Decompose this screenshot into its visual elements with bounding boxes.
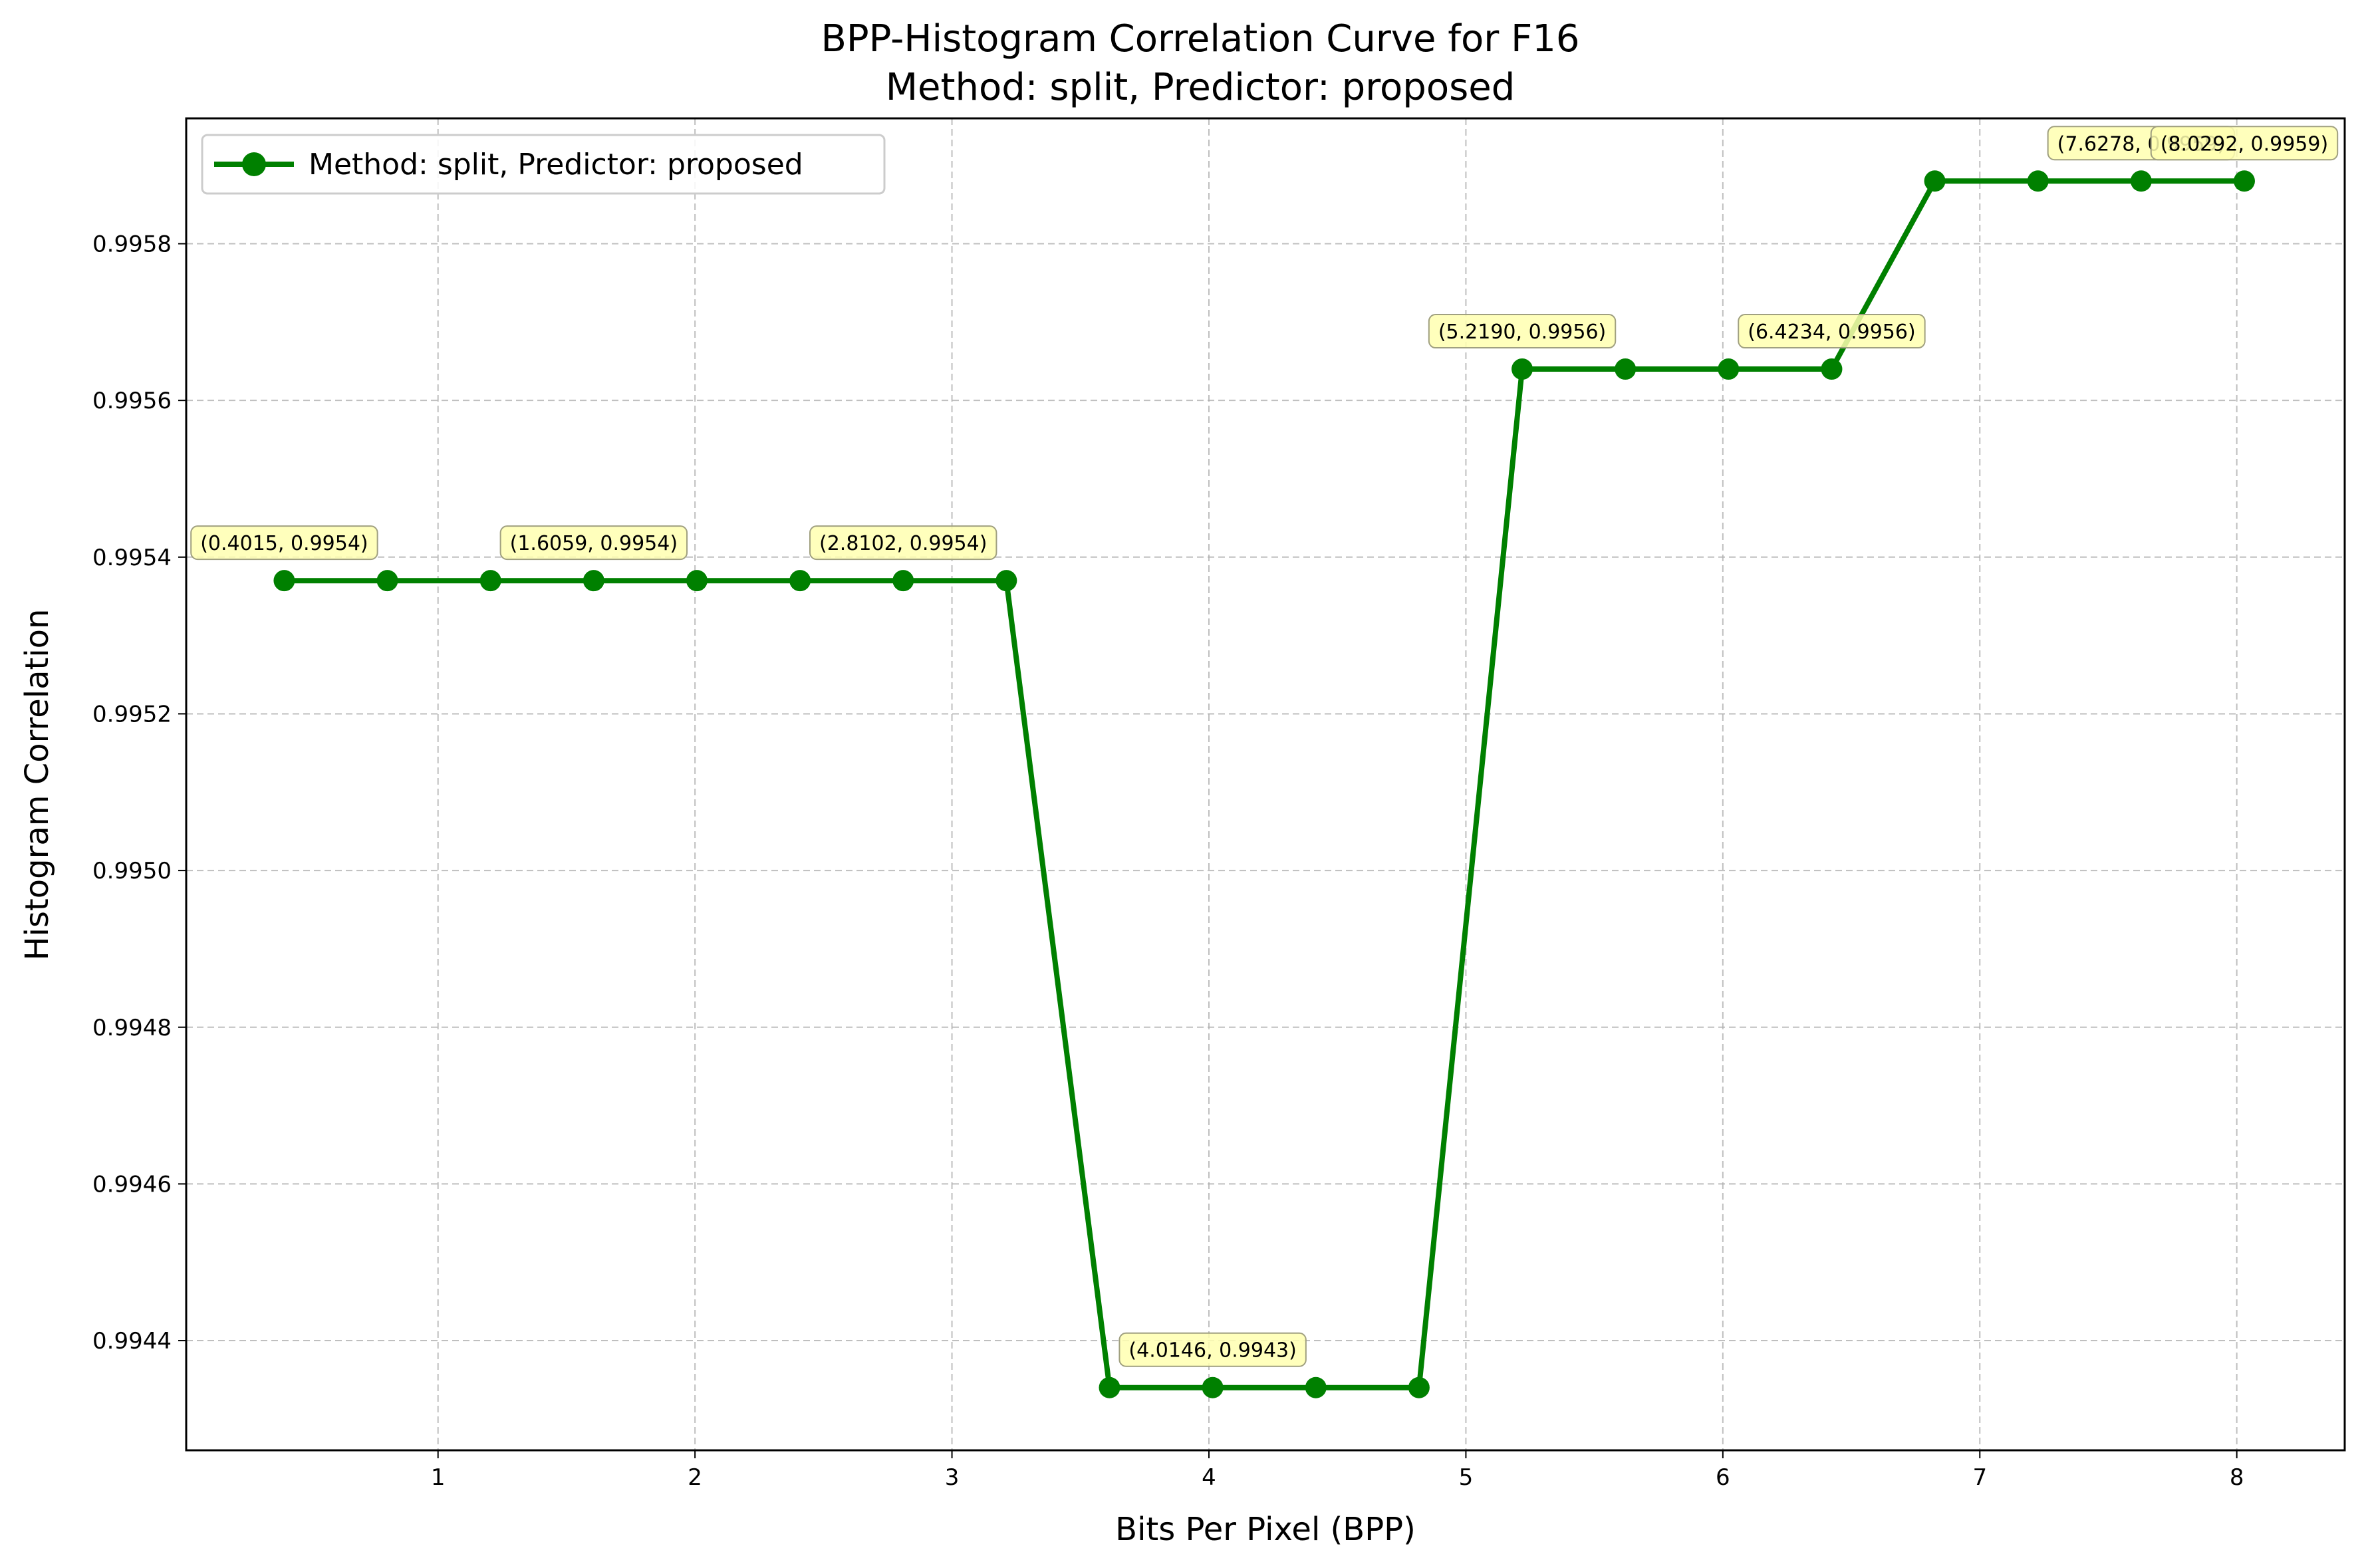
x-tick-label: 1	[431, 1464, 446, 1491]
data-point	[583, 570, 604, 592]
legend-entry: Method: split, Predictor: proposed	[309, 148, 803, 182]
x-axis-label: Bits Per Pixel (BPP)	[1115, 1511, 1416, 1548]
marker-layer	[273, 170, 2255, 1398]
chart-subtitle: Method: split, Predictor: proposed	[886, 66, 1515, 109]
y-tick-label: 0.9954	[92, 545, 172, 571]
data-point	[1924, 170, 1946, 192]
point-annotation: (2.8102, 0.9954)	[809, 525, 997, 561]
annotation-label: (1.6059, 0.9954)	[510, 532, 678, 555]
x-tick-label: 4	[1202, 1464, 1216, 1491]
annotation-label: (8.0292, 0.9959)	[2161, 132, 2328, 156]
annotation-label: (2.8102, 0.9954)	[819, 532, 987, 555]
data-point	[1202, 1376, 1224, 1398]
data-point	[2027, 170, 2049, 192]
y-tick-label: 0.9946	[92, 1171, 172, 1198]
data-point	[892, 570, 914, 592]
data-point	[1615, 358, 1637, 380]
point-annotation: (4.0146, 0.9943)	[1118, 1332, 1307, 1367]
y-tick-label: 0.9950	[92, 858, 172, 884]
data-point	[1511, 358, 1533, 380]
line-layer	[284, 178, 2244, 1390]
data-point	[1718, 358, 1740, 380]
y-tick-label: 0.9956	[92, 388, 172, 414]
annotation-label: (6.4234, 0.9956)	[1748, 321, 1915, 344]
tick-layer: 1 2 3 4 5 6 7 8 0.9944 0.9946 0.9948 0.9950 0.9952 0.…	[92, 231, 2244, 1491]
point-annotation: (0.4015, 0.9954)	[190, 525, 378, 561]
data-point	[1099, 1376, 1120, 1398]
legend-box	[201, 134, 886, 195]
annotation-box	[499, 525, 688, 561]
data-point	[686, 570, 708, 592]
annotation-label: (5.2190, 0.9956)	[1438, 321, 1606, 344]
data-point	[1408, 1376, 1430, 1398]
x-tick-label: 5	[1459, 1464, 1474, 1491]
annotation-box	[1118, 1332, 1307, 1367]
data-point	[2130, 170, 2152, 192]
data-point	[995, 570, 1017, 592]
data-point	[2233, 170, 2255, 192]
point-annotation: (8.0292, 0.9959)	[2150, 126, 2339, 161]
y-tick-label: 0.9958	[92, 231, 172, 258]
x-tick-label: 7	[1972, 1464, 1987, 1491]
chart-title: BPP-Histogram Correlation Curve for F16	[821, 17, 1579, 61]
x-tick-label: 8	[2230, 1464, 2244, 1491]
grid-layer	[186, 118, 2345, 1450]
y-axis-label: Histogram Correlation	[19, 609, 56, 961]
annotation-label: (4.0146, 0.9943)	[1128, 1339, 1296, 1363]
point-annotation: (6.4234, 0.9956)	[1738, 314, 1926, 349]
y-tick-label: 0.9952	[92, 701, 172, 727]
annotation-box	[1428, 314, 1617, 349]
annotation-box	[809, 525, 997, 561]
data-point	[273, 570, 295, 592]
x-tick-label: 3	[945, 1464, 960, 1491]
annotation-box	[1738, 314, 1926, 349]
point-annotation: (5.2190, 0.9956)	[1428, 314, 1617, 349]
y-tick-label: 0.9948	[92, 1015, 172, 1041]
legend: Method: split, Predictor: proposed	[201, 134, 886, 195]
data-point	[376, 570, 398, 592]
x-tick-label: 2	[688, 1464, 702, 1491]
legend-marker-swatch	[242, 152, 266, 176]
annotation-box	[2150, 126, 2339, 161]
y-tick-label: 0.9944	[92, 1328, 172, 1355]
point-annotation: (1.6059, 0.9954)	[499, 525, 688, 561]
series-line	[284, 178, 2244, 1390]
plot-frame	[185, 117, 2346, 1452]
annotation-layer: (0.4015, 0.9954) (1.6059, 0.9954) (2.8102,…	[190, 126, 2339, 1367]
data-point	[789, 570, 811, 592]
data-point	[1821, 358, 1843, 380]
data-point	[1305, 1376, 1327, 1398]
annotation-label: (0.4015, 0.9954)	[200, 532, 368, 555]
annotation-box	[190, 525, 378, 561]
data-point	[479, 570, 501, 592]
x-tick-label: 6	[1716, 1464, 1730, 1491]
